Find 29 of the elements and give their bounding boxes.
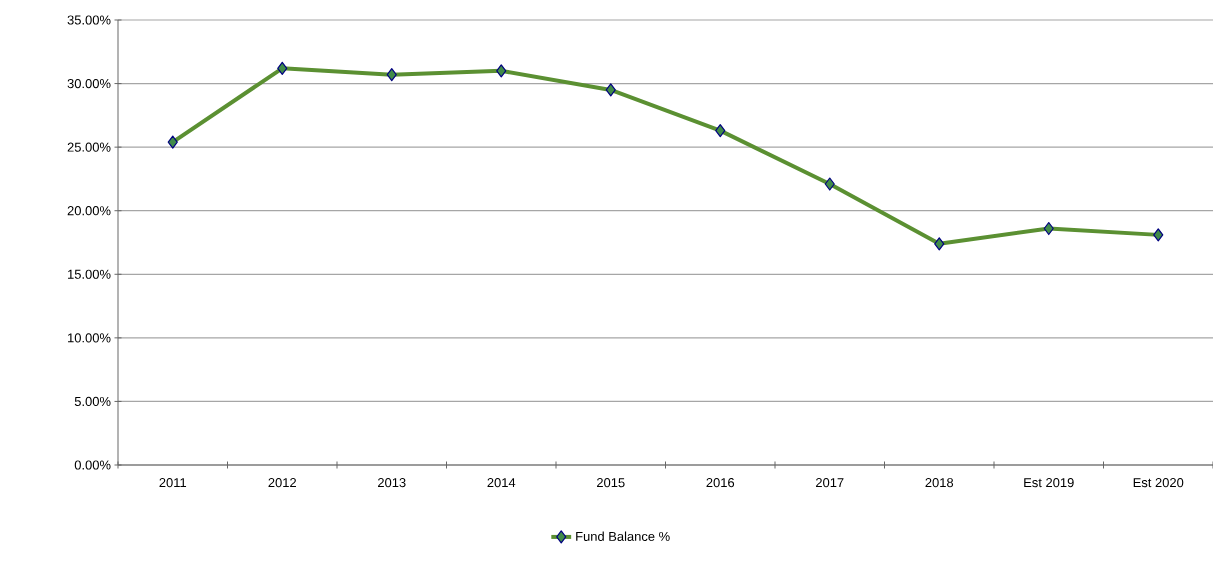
point xyxy=(167,135,178,149)
y-tick-label: 0.00% xyxy=(74,460,111,470)
x-tick-label: 2012 xyxy=(268,478,296,488)
x-tick-label: Est 2019 xyxy=(1024,478,1074,488)
point xyxy=(386,68,397,82)
point xyxy=(277,61,288,75)
point xyxy=(824,177,835,191)
x-tick-label: 2017 xyxy=(816,478,844,488)
y-tick-label: 15.00% xyxy=(68,269,111,279)
y-tick-label: 5.00% xyxy=(74,396,111,407)
x-tick-label: Est 2020 xyxy=(1133,478,1184,488)
point xyxy=(1153,228,1164,242)
y-tick-label: 10.00% xyxy=(68,333,111,343)
y-tick-label: 25.00% xyxy=(67,142,111,152)
y-tick-label: 30.00% xyxy=(67,78,111,89)
point xyxy=(1043,221,1054,236)
x-tick-label: 2018 xyxy=(925,478,954,488)
point xyxy=(934,237,945,251)
x-tick-label: 2016 xyxy=(706,478,735,488)
x-tick-label: 2013 xyxy=(378,478,406,488)
point xyxy=(605,83,616,97)
x-tick-label: 2014 xyxy=(487,478,516,488)
point xyxy=(496,64,507,78)
y-tick-label: 35.00% xyxy=(67,15,111,25)
legend-label: Fund Balance % xyxy=(576,531,670,541)
x-tick-label: 2015 xyxy=(597,478,625,488)
x-tick-label: 2011 xyxy=(159,478,187,488)
point xyxy=(715,124,726,138)
y-tick-label: 20.00% xyxy=(67,206,111,216)
